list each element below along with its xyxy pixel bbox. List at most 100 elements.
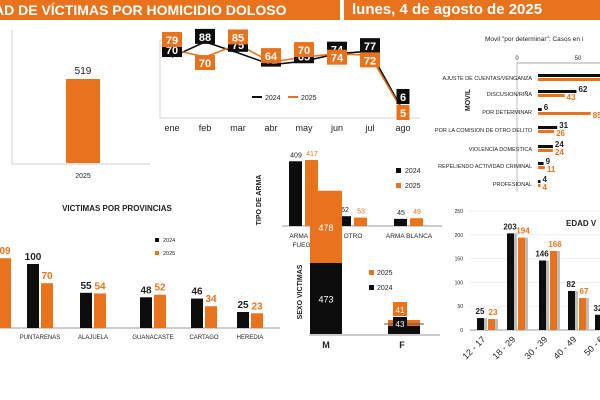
arma-legend-2025: 2025 — [405, 183, 421, 190]
arma-legend-2024: 2024 — [405, 168, 421, 175]
sexo-label-2025-F: 41 — [396, 306, 405, 315]
edad-label-2025-4: 67 — [580, 287, 589, 296]
edad-label-2025-1: 23 — [489, 308, 498, 317]
movil-label-2025-4: 26 — [556, 129, 565, 138]
movil-category-5: VIOLENCIA DOMESTICA — [469, 147, 533, 153]
provincias-bar-2024-5 — [191, 298, 203, 328]
arma-label-2025-3: 49 — [413, 209, 421, 216]
sexo-bar-2024-M — [310, 262, 342, 334]
monthly-point-2024-feb: 88 — [199, 32, 211, 44]
provincias-bar-2025-4 — [154, 294, 166, 328]
provincias-legend-2024: 2024 — [163, 238, 175, 244]
arma-bar-2024-3 — [394, 218, 407, 226]
provincias-legend-2024-swatch — [155, 238, 159, 242]
movil-bar-2024-5 — [538, 145, 553, 148]
arma-label-2025-1: 417 — [306, 151, 318, 158]
movil-bar-2024-2 — [538, 90, 577, 93]
edad-ytick-50: 50 — [457, 304, 463, 310]
sexo-legend-2025-swatch — [369, 270, 374, 275]
arma-legend-2024-swatch — [396, 168, 401, 173]
total-value-label: 519 — [75, 66, 92, 77]
arma-category-1-line2: FUEGO — [292, 242, 315, 249]
sexo-bar-2025-M — [310, 190, 342, 263]
sexo-legend-2024-swatch — [369, 285, 374, 290]
sexo-category-F: F — [399, 340, 405, 350]
monthly-point-2025-ene-box — [162, 32, 182, 47]
monthly-point-2024-jul: 77 — [364, 41, 376, 53]
edad-label-2025-2: 194 — [516, 227, 530, 236]
edad-label-2024-1: 25 — [476, 307, 485, 316]
movil-bar-2024-1 — [538, 74, 600, 77]
edad-bar-2024-2 — [507, 233, 514, 330]
provincias-label-2025-5: 34 — [205, 294, 217, 305]
movil-label-2024-3: 6 — [544, 103, 549, 112]
movil-axis-label: MOVIL — [465, 88, 472, 111]
movil-bar-2025-1 — [538, 78, 600, 81]
header-date: lunes, 4 de agosto de 2025 — [352, 1, 543, 18]
edad-bar-2024-3 — [539, 260, 546, 330]
provincias-bar-2024-3 — [80, 292, 92, 328]
provincias-label-2025-3: 54 — [94, 281, 106, 292]
monthly-point-2025-feb-box — [195, 55, 215, 71]
arma-label-2024-2: 62 — [341, 207, 349, 214]
monthly-xtick-ago: ago — [395, 123, 410, 133]
sexo-label-2024-F: 43 — [396, 320, 405, 329]
header-date-bar: lunes, 4 de agosto de 2025 — [344, 0, 600, 20]
monthly-point-2025-feb: 70 — [199, 58, 211, 70]
monthly-xtick-mar: mar — [230, 123, 246, 133]
movil-category-2: DISCUSION/RIÑA — [487, 91, 533, 98]
monthly-point-2025-abr-box — [261, 48, 281, 64]
header-title: AD DE VÍCTIMAS POR HOMICIDIO DOLOSO — [0, 2, 287, 18]
movil-bar-2025-7 — [538, 184, 541, 187]
edad-ytick-0: 0 — [460, 328, 463, 334]
monthly-legend-2024: 2024 — [265, 95, 281, 102]
provincias-bar-2025-3 — [94, 293, 106, 328]
monthly-point-2025-jul-box — [360, 52, 380, 68]
movil-bar-2024-3 — [538, 108, 542, 111]
monthly-point-2025-ago: 5 — [400, 108, 406, 120]
movil-category-4: POR LA COMISION DE OTRO DELITO — [435, 128, 533, 134]
edad-label-2024-4: 82 — [567, 280, 576, 289]
provincias-category-3: ALAJUELA — [78, 335, 108, 341]
header-title-bar: AD DE VÍCTIMAS POR HOMICIDIO DOLOSO — [0, 0, 340, 20]
edad-label-2024-2: 203 — [503, 222, 517, 231]
provincias-bar-2024-6 — [237, 312, 249, 328]
provincias-bar-2025-2 — [41, 283, 53, 328]
movil-bar-2025-4 — [538, 130, 555, 133]
provincias-label-2024-2: 100 — [25, 252, 42, 263]
provincias-category-6: HEREDIA — [237, 335, 264, 341]
provincias-bar-2024-4 — [140, 297, 152, 328]
monthly-xtick-jun: jun — [330, 123, 343, 133]
edad-bar-2024-5 — [595, 314, 600, 330]
monthly-point-2024-ene: 70 — [166, 45, 178, 57]
provincias-label-2024-5: 46 — [191, 287, 203, 298]
movil-label-2024-6: 9 — [546, 157, 551, 166]
monthly-point-2025-mar-box — [228, 29, 248, 45]
edad-label-2024-5: 32 — [594, 304, 600, 313]
monthly-xtick-feb: feb — [199, 123, 212, 133]
provincias-label-2024-6: 25 — [237, 300, 249, 311]
movil-label-2024-2: 62 — [578, 85, 587, 94]
edad-category-2: 18 - 29 — [491, 334, 518, 361]
monthly-point-2024-jul-box — [360, 38, 380, 54]
movil-bar-2024-4 — [538, 126, 558, 129]
movil-label-2025-5: 24 — [555, 148, 564, 157]
movil-tick-0: 0 — [515, 56, 519, 62]
movil-category-6: REPELIENDO ACTIVIDAD CRIMINAL — [438, 164, 532, 170]
edad-title: EDAD V — [566, 219, 597, 228]
movil-bar-2025-6 — [538, 166, 545, 169]
movil-label-2024-4: 31 — [559, 121, 568, 130]
movil-label-2025-6: 11 — [547, 165, 556, 174]
movil-bar-2025-5 — [538, 149, 553, 152]
provincias-bar-2025-1 — [0, 258, 11, 328]
edad-category-1: 12 - 17 — [461, 334, 488, 361]
edad-ytick-250: 250 — [455, 209, 464, 215]
monthly-point-2025-jul: 72 — [364, 55, 376, 67]
monthly-point-2024-feb-box — [195, 28, 215, 44]
edad-bar-2025-3 — [550, 250, 557, 330]
provincias-label-2025-2: 70 — [41, 271, 53, 282]
monthly-point-2025-ago-box — [396, 105, 410, 120]
monthly-xtick-jul: jul — [364, 123, 374, 133]
total-category-label: 2025 — [75, 173, 91, 180]
